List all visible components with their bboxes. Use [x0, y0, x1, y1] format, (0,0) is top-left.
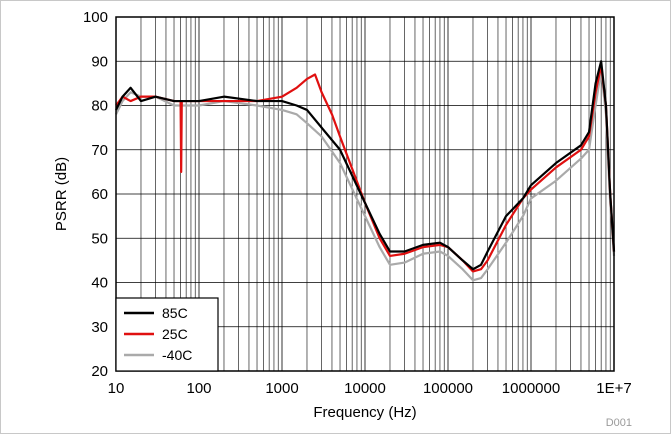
series-lines	[115, 60, 616, 282]
plot-frame	[115, 16, 615, 372]
legend-label: 25C	[162, 326, 188, 342]
y-tick-label: 70	[91, 142, 108, 159]
tick-labels: 10 100 1000 10000 100000 1000000 1E+7 20 30 40 50 6…	[83, 9, 632, 397]
y-tick-label: 50	[91, 230, 108, 247]
x-tick-label: 1000000	[502, 380, 560, 397]
legend-label: 85C	[162, 305, 188, 321]
legend-box	[115, 297, 219, 372]
figure-code: D001	[606, 417, 632, 429]
series-line-85C	[115, 60, 616, 271]
y-axis-title: PSRR (dB)	[53, 157, 70, 231]
x-tick-label: 100000	[423, 380, 473, 397]
x-tick-label: 1000	[265, 380, 298, 397]
x-tick-label: 10000	[344, 380, 386, 397]
x-axis-title: Frequency (Hz)	[313, 404, 416, 421]
x-tick-label: 10	[108, 380, 125, 397]
y-tick-label: 20	[91, 363, 108, 380]
y-tick-label: 60	[91, 186, 108, 203]
y-tick-label: 40	[91, 275, 108, 292]
x-tick-label: 1E+7	[596, 380, 631, 397]
y-tick-label: 90	[91, 53, 108, 70]
x-tick-label: 100	[186, 380, 211, 397]
legend: 85C 25C -40C	[115, 297, 219, 372]
y-tick-label: 80	[91, 98, 108, 115]
series-line-25C	[115, 64, 616, 273]
legend-label: -40C	[162, 347, 192, 363]
y-tick-label: 100	[83, 9, 108, 26]
y-tick-label: 30	[91, 319, 108, 336]
